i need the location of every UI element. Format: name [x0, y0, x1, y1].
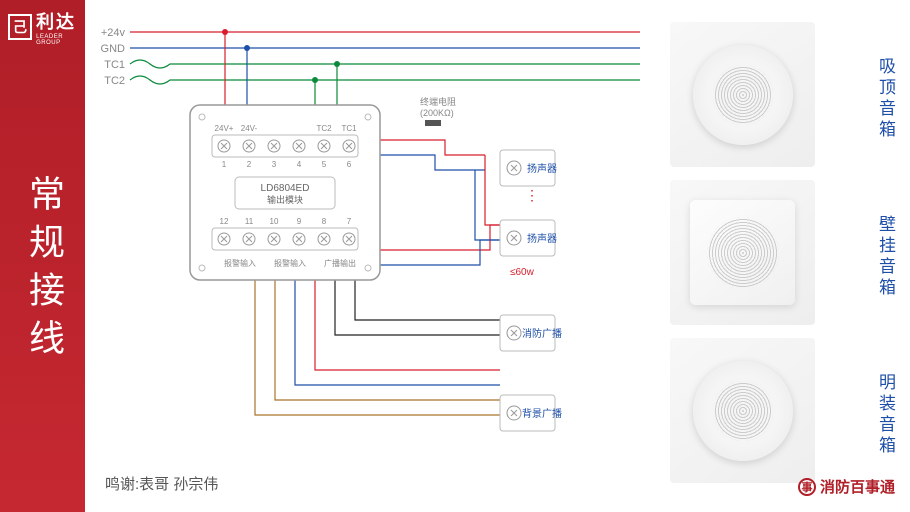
logo-text: 利达 LEADER GROUP: [36, 8, 85, 46]
svg-text:9: 9: [297, 217, 302, 226]
diagram-svg: +24v GND TC1 TC2 LD6804ED输出模块 1 24V+ 2 24V- 3 4 5 TC…: [85, 0, 655, 470]
svg-text:10: 10: [270, 217, 279, 226]
svg-text:6: 6: [347, 160, 352, 169]
svg-text:广播输出: 广播输出: [324, 258, 356, 268]
page-title: 常规接线: [18, 175, 70, 367]
svg-text:3: 3: [272, 160, 277, 169]
svg-text:TC1: TC1: [341, 124, 357, 133]
svg-text:2: 2: [247, 160, 252, 169]
svg-text:TC2: TC2: [316, 124, 332, 133]
svg-text:扬声器: 扬声器: [527, 232, 557, 245]
svg-text:消防广播: 消防广播: [522, 327, 562, 340]
svg-text:1: 1: [222, 160, 227, 169]
svg-text:⋮: ⋮: [525, 187, 539, 203]
brand-sidebar: 己 利达 LEADER GROUP 常规接线: [0, 0, 85, 512]
svg-text:≤60w: ≤60w: [510, 267, 535, 278]
svg-text:LD6804ED: LD6804ED: [261, 183, 310, 194]
brand-logo: 己 利达 LEADER GROUP: [8, 8, 85, 46]
svg-text:输出模块: 输出模块: [267, 194, 303, 205]
wiring-diagram: +24v GND TC1 TC2 LD6804ED输出模块 1 24V+ 2 24V- 3 4 5 TC…: [85, 0, 655, 512]
footer-text: 消防百事通: [820, 476, 895, 497]
speaker-surface: [670, 338, 815, 483]
svg-text:报警输入: 报警输入: [224, 258, 256, 268]
svg-text:终端电阻: 终端电阻: [420, 96, 456, 107]
svg-text:4: 4: [297, 160, 302, 169]
svg-text:8: 8: [322, 217, 327, 226]
svg-text:7: 7: [347, 217, 352, 226]
svg-text:11: 11: [245, 217, 254, 226]
svg-text:背景广播: 背景广播: [522, 407, 562, 420]
svg-text:报警输入: 报警输入: [274, 258, 306, 268]
credit-text: 鸣谢:表哥 孙宗伟: [105, 473, 218, 494]
speaker-panel: 吸顶音箱壁挂音箱明装音箱: [655, 0, 910, 512]
svg-text:+24v: +24v: [101, 27, 126, 39]
svg-text:5: 5: [322, 160, 327, 169]
svg-text:扬声器: 扬声器: [527, 162, 557, 175]
logo-icon: 己: [8, 14, 32, 40]
footer-brand: 事 消防百事通: [798, 476, 895, 497]
svg-text:24V-: 24V-: [241, 124, 258, 133]
svg-text:12: 12: [220, 217, 229, 226]
speaker-label: 吸顶音箱: [873, 57, 898, 141]
svg-text:TC1: TC1: [104, 59, 125, 71]
speaker-label: 壁挂音箱: [873, 215, 898, 299]
speaker-wall: [670, 180, 815, 325]
svg-text:24V+: 24V+: [215, 124, 234, 133]
svg-text:GND: GND: [101, 43, 126, 55]
svg-text:TC2: TC2: [104, 75, 125, 87]
footer-icon: 事: [798, 478, 816, 496]
speaker-ceiling: [670, 22, 815, 167]
speaker-label: 明装音箱: [873, 373, 898, 457]
svg-text:(200KΩ): (200KΩ): [420, 108, 454, 118]
